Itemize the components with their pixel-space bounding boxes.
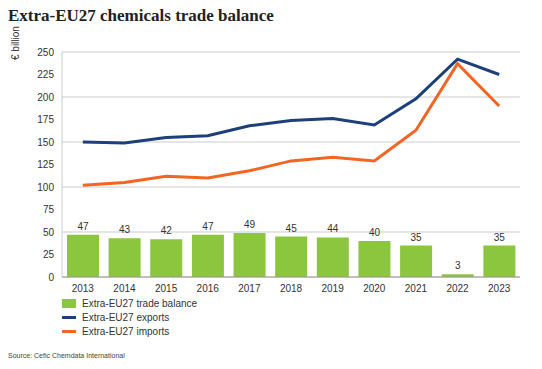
svg-text:2021: 2021 <box>405 283 428 294</box>
svg-text:3: 3 <box>455 260 461 271</box>
html-text:Extra-EU27 chemicals trade bal: Extra-EU27 chemicals trade balance <box>8 6 274 25</box>
svg-text:225: 225 <box>37 69 54 80</box>
svg-text:47: 47 <box>77 221 89 232</box>
svg-text:2017: 2017 <box>238 283 261 294</box>
svg-text:47: 47 <box>202 221 214 232</box>
svg-text:2023: 2023 <box>488 283 511 294</box>
svg-text:44: 44 <box>327 223 339 234</box>
svg-text:2022: 2022 <box>446 283 469 294</box>
svg-text:250: 250 <box>37 47 54 58</box>
svg-text:75: 75 <box>43 204 55 215</box>
svg-text:0: 0 <box>48 272 54 283</box>
svg-text:43: 43 <box>119 224 131 235</box>
svg-text:42: 42 <box>161 225 173 236</box>
svg-text:25: 25 <box>43 249 55 260</box>
html-text:Extra-EU27 imports: Extra-EU27 imports <box>82 325 170 337</box>
svg-text:2013: 2013 <box>72 283 95 294</box>
svg-text:175: 175 <box>37 114 54 125</box>
html-text:Source: Cefic Chemdata Interna: Source: Cefic Chemdata International <box>8 352 125 359</box>
svg-text:45: 45 <box>286 223 298 234</box>
svg-text:2015: 2015 <box>155 283 178 294</box>
svg-text:150: 150 <box>37 137 54 148</box>
svg-text:100: 100 <box>37 182 54 193</box>
svg-text:2018: 2018 <box>280 283 303 294</box>
html-text:Extra-EU27 trade balance: Extra-EU27 trade balance <box>82 297 198 309</box>
svg-text:2014: 2014 <box>113 283 136 294</box>
svg-text:125: 125 <box>37 159 54 170</box>
svg-text:2019: 2019 <box>322 283 345 294</box>
svg-text:40: 40 <box>369 227 381 238</box>
svg-text:200: 200 <box>37 92 54 103</box>
svg-text:2016: 2016 <box>197 283 220 294</box>
svg-text:50: 50 <box>43 227 55 238</box>
html-text:Extra-EU27 exports: Extra-EU27 exports <box>82 311 170 323</box>
svg-text:35: 35 <box>411 232 423 243</box>
html-text:€ billion: € billion <box>10 26 21 60</box>
svg-text:35: 35 <box>494 232 506 243</box>
svg-text:2020: 2020 <box>363 283 386 294</box>
svg-text:49: 49 <box>244 219 256 230</box>
